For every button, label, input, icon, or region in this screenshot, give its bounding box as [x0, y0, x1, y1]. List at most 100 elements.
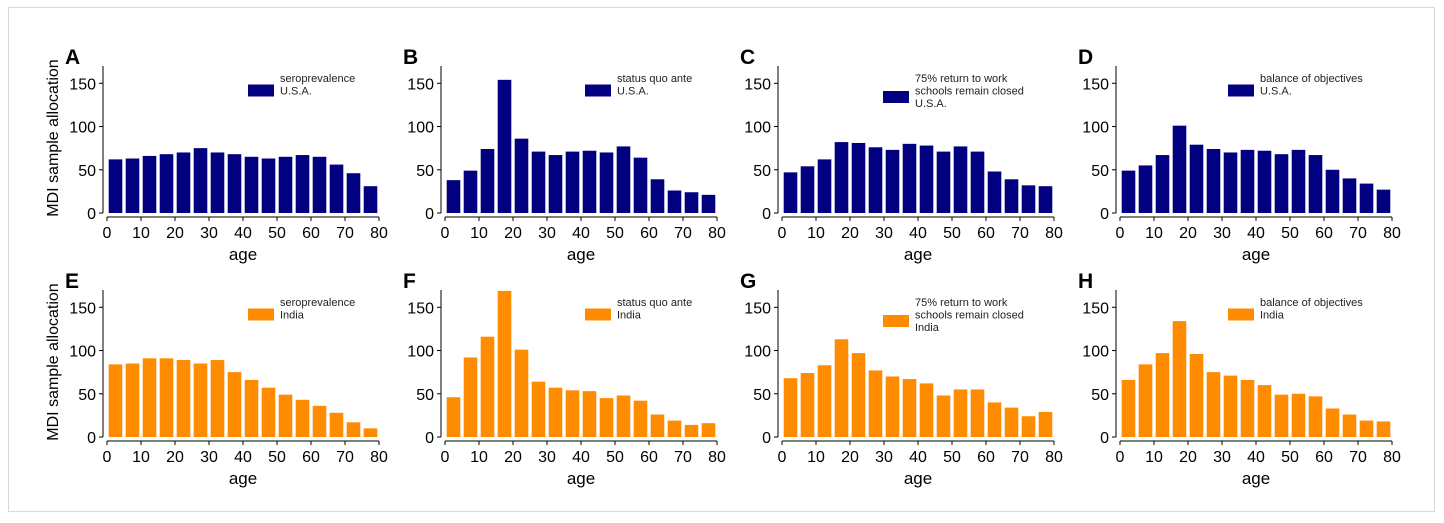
x-tick-label: 70: [336, 449, 354, 466]
x-tick-label: 30: [875, 449, 893, 466]
y-tick-label: 50: [1091, 163, 1109, 180]
x-axis-label: age: [229, 245, 257, 264]
legend-text: seroprevalence: [280, 73, 355, 85]
y-tick-label: 0: [87, 206, 96, 223]
bar: [817, 159, 832, 213]
x-tick-label: 80: [370, 449, 388, 466]
bar: [329, 412, 344, 437]
x-tick-label: 0: [1116, 449, 1125, 466]
legend-text: India: [280, 310, 305, 322]
x-tick-label: 70: [1011, 225, 1029, 242]
bar: [125, 363, 140, 437]
x-tick-label: 10: [807, 449, 825, 466]
bar: [650, 179, 665, 213]
bar: [1189, 353, 1204, 437]
bar: [1257, 385, 1272, 437]
bar: [1274, 154, 1289, 213]
bar: [616, 395, 631, 437]
bar: [1121, 170, 1136, 213]
bar: [667, 420, 682, 437]
bar: [953, 389, 968, 437]
legend-text: India: [915, 322, 940, 334]
y-tick-label: 0: [762, 206, 771, 223]
legend-text: schools remain closed: [915, 310, 1024, 322]
bar: [834, 339, 849, 437]
x-tick-label: 40: [1247, 449, 1265, 466]
y-tick-label: 50: [78, 163, 96, 180]
y-tick-label: 0: [425, 430, 434, 447]
bar: [902, 143, 917, 213]
bar: [1257, 150, 1272, 213]
x-tick-label: 50: [268, 449, 286, 466]
x-tick-label: 40: [909, 449, 927, 466]
bar: [531, 381, 546, 437]
bar: [193, 363, 208, 437]
bar: [902, 379, 917, 437]
x-tick-label: 0: [103, 225, 112, 242]
y-tick-label: 50: [1091, 387, 1109, 404]
bar: [633, 157, 648, 213]
bar: [851, 353, 866, 437]
bar: [1342, 178, 1357, 213]
legend-text: India: [617, 310, 642, 322]
bar: [1121, 379, 1136, 437]
y-tick-label: 0: [1100, 206, 1109, 223]
legend-text: status quo ante: [617, 73, 692, 85]
x-tick-label: 70: [1349, 225, 1367, 242]
bar: [800, 373, 815, 437]
y-tick-label: 50: [753, 163, 771, 180]
bar: [329, 164, 344, 213]
x-tick-label: 30: [875, 225, 893, 242]
x-tick-label: 50: [268, 225, 286, 242]
bar: [1240, 379, 1255, 437]
bar: [463, 170, 478, 213]
x-tick-label: 10: [470, 225, 488, 242]
x-tick-label: 10: [470, 449, 488, 466]
x-axis-label: age: [229, 469, 257, 488]
panel-label: H: [1078, 270, 1093, 293]
x-tick-label: 50: [943, 225, 961, 242]
y-tick-label: 100: [407, 344, 434, 361]
legend-text: U.S.A.: [915, 98, 947, 110]
x-tick-label: 70: [674, 449, 692, 466]
bar: [193, 148, 208, 213]
y-tick-label: 150: [69, 76, 96, 93]
x-tick-label: 60: [1315, 449, 1333, 466]
legend-text: 75% return to work: [915, 73, 1008, 85]
y-tick-label: 150: [1082, 76, 1109, 93]
y-tick-label: 0: [425, 206, 434, 223]
bar: [514, 349, 529, 437]
y-tick-label: 150: [407, 76, 434, 93]
bar: [701, 423, 716, 437]
bar: [1206, 149, 1221, 213]
bar: [970, 389, 985, 437]
y-axis-label: MDI sample allocation: [45, 283, 62, 440]
bar: [1325, 169, 1340, 213]
x-tick-label: 0: [1116, 225, 1125, 242]
bar: [885, 149, 900, 213]
x-tick-label: 70: [1011, 449, 1029, 466]
x-tick-label: 10: [132, 225, 150, 242]
bar: [108, 364, 123, 437]
legend-swatch: [248, 84, 274, 97]
x-tick-label: 0: [778, 449, 787, 466]
bar: [1308, 155, 1323, 213]
x-axis-label: age: [904, 245, 932, 264]
bar: [108, 159, 123, 213]
bar: [363, 186, 378, 213]
bar: [701, 194, 716, 213]
y-tick-label: 100: [744, 344, 771, 361]
y-tick-label: 100: [407, 120, 434, 137]
figure-frame: [8, 7, 1435, 512]
x-tick-label: 30: [200, 449, 218, 466]
x-tick-label: 30: [200, 225, 218, 242]
bar: [633, 400, 648, 437]
x-tick-label: 50: [943, 449, 961, 466]
x-tick-label: 20: [1179, 225, 1197, 242]
x-tick-label: 50: [606, 225, 624, 242]
bar: [1223, 152, 1238, 213]
bar: [667, 190, 682, 213]
x-axis-label: age: [1242, 469, 1270, 488]
bar: [565, 151, 580, 213]
